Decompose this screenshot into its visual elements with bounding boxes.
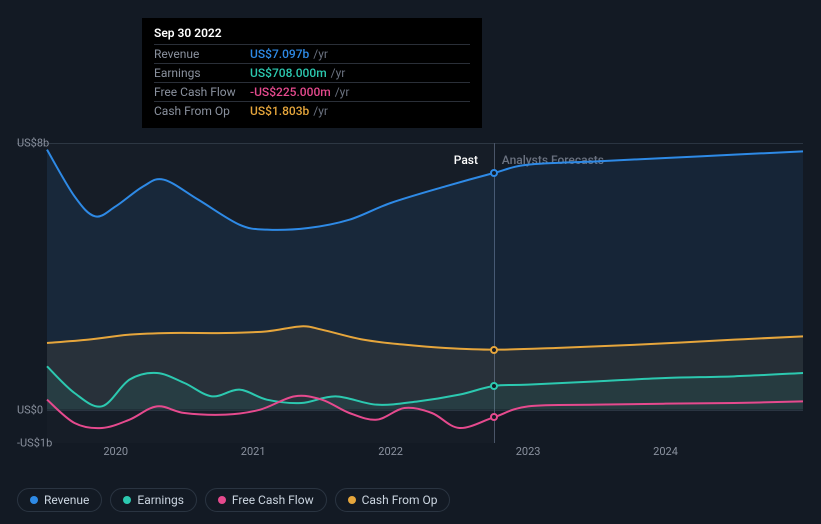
legend-label: Earnings [137,493,184,507]
chart-svg [47,143,803,443]
x-tick-label: 2023 [516,445,541,458]
plot-area[interactable]: Past Analysts Forecasts [47,143,803,443]
legend-item[interactable]: Earnings [110,488,197,512]
legend-dot-icon [218,496,226,504]
tooltip-row-value: US$7.097b [250,47,309,61]
legend-item[interactable]: Cash From Op [335,488,451,512]
tooltip-row: Cash From OpUS$1.803b/yr [154,101,470,120]
legend-item[interactable]: Revenue [17,488,102,512]
tooltip-row-label: Earnings [154,66,250,80]
legend-dot-icon [123,496,131,504]
series-marker [490,413,498,421]
tooltip-row-unit: /yr [335,85,350,99]
tooltip: Sep 30 2022 RevenueUS$7.097b/yrEarningsU… [142,18,482,128]
x-tick-label: 2022 [378,445,403,458]
series-marker [490,346,498,354]
tooltip-row-value: US$708.000m [250,66,327,80]
tooltip-row-label: Cash From Op [154,104,250,118]
y-tick-label: US$0 [17,403,43,416]
x-axis: 2020 2021 2022 2023 2024 [47,445,803,465]
tooltip-row-unit: /yr [313,104,328,118]
tooltip-row-unit: /yr [331,66,346,80]
legend-label: Free Cash Flow [232,493,314,507]
chart: US$8bUS$0-US$1b Past Analysts Forecasts … [17,125,803,485]
legend-label: Cash From Op [362,493,438,507]
x-tick-label: 2021 [241,445,266,458]
legend-dot-icon [348,496,356,504]
tooltip-row-value: -US$225.000m [250,85,331,99]
tooltip-row-label: Revenue [154,47,250,61]
tooltip-date: Sep 30 2022 [154,26,470,44]
x-tick-label: 2020 [103,445,128,458]
legend-item[interactable]: Free Cash Flow [205,488,327,512]
legend: Revenue Earnings Free Cash Flow Cash From O… [17,488,450,512]
tooltip-rows: RevenueUS$7.097b/yrEarningsUS$708.000m/y… [154,44,470,120]
tooltip-row: RevenueUS$7.097b/yr [154,44,470,63]
tooltip-row: EarningsUS$708.000m/yr [154,63,470,82]
legend-dot-icon [30,496,38,504]
series-marker [490,169,498,177]
y-tick-label: US$8b [17,137,49,150]
tooltip-row: Free Cash Flow-US$225.000m/yr [154,82,470,101]
tooltip-row-unit: /yr [313,47,328,61]
tooltip-row-value: US$1.803b [250,104,309,118]
tooltip-row-label: Free Cash Flow [154,85,250,99]
legend-label: Revenue [44,493,89,507]
x-tick-label: 2024 [653,445,678,458]
series-marker [490,382,498,390]
